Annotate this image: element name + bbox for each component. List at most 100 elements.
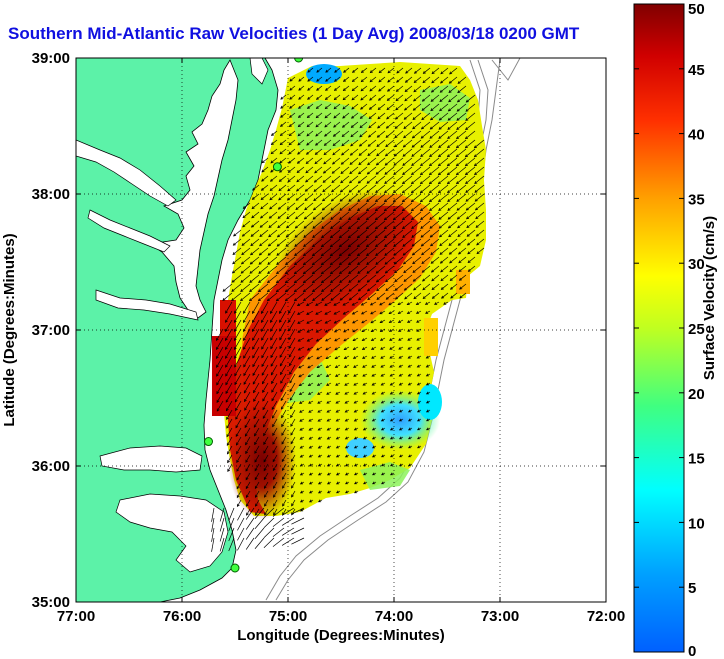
- velocity-arrow: [325, 328, 332, 333]
- velocity-arrow-head: [394, 125, 398, 129]
- velocity-arrow-head: [467, 260, 471, 264]
- velocity-arrow: [366, 229, 377, 239]
- velocity-arrow: [394, 139, 404, 148]
- velocity-arrow: [366, 193, 377, 202]
- velocity-arrow-head: [384, 270, 388, 274]
- velocity-arrow: [270, 337, 278, 349]
- velocity-arrow-head: [369, 88, 373, 92]
- velocity-arrow: [420, 202, 431, 211]
- velocity-arrow-head: [235, 425, 239, 429]
- velocity-arrow-head: [465, 118, 469, 121]
- velocity-arrow-head: [331, 189, 335, 193]
- velocity-arrow: [250, 247, 260, 256]
- velocity-arrow: [253, 400, 260, 411]
- velocity-arrow-head: [324, 115, 328, 119]
- velocity-arrow: [315, 121, 323, 128]
- velocity-arrow: [330, 238, 341, 248]
- velocity-arrow: [384, 166, 395, 175]
- velocity-arrow: [351, 94, 359, 101]
- velocity-arrow-head: [456, 127, 460, 130]
- velocity-arrow: [272, 409, 278, 419]
- velocity-arrow: [440, 265, 449, 273]
- velocity-arrow-head: [456, 117, 460, 121]
- velocity-arrow-head: [335, 436, 339, 440]
- velocity-arrow: [290, 427, 296, 436]
- velocity-arrow-head: [358, 162, 362, 166]
- velocity-arrow-head: [305, 179, 309, 183]
- velocity-arrow: [376, 283, 386, 291]
- velocity-arrow: [280, 139, 287, 145]
- velocity-arrow-head: [416, 400, 421, 404]
- velocity-arrow-head: [352, 338, 356, 342]
- colorbar-tick-label: 45: [688, 62, 705, 79]
- velocity-arrow-head: [315, 133, 319, 137]
- velocity-arrow-head: [225, 319, 228, 323]
- velocity-arrow: [371, 328, 377, 332]
- velocity-arrow: [377, 130, 386, 138]
- velocity-arrow-head: [325, 69, 329, 73]
- velocity-arrow-head: [317, 392, 321, 395]
- velocity-arrow: [317, 373, 323, 377]
- velocity-arrow: [272, 436, 278, 445]
- velocity-arrow-head: [369, 97, 373, 101]
- velocity-arrow: [241, 265, 251, 274]
- velocity-arrow-head: [241, 242, 245, 246]
- velocity-arrow-head: [367, 297, 371, 301]
- velocity-arrow-head: [402, 144, 406, 148]
- velocity-arrow-head: [324, 338, 329, 342]
- velocity-arrow: [330, 274, 341, 283]
- velocity-arrow: [281, 445, 287, 453]
- velocity-arrow: [376, 274, 386, 283]
- velocity-arrow: [357, 211, 368, 220]
- velocity-arrow: [276, 274, 287, 284]
- velocity-arrow: [402, 202, 413, 212]
- colorbar: [633, 3, 685, 653]
- velocity-arrow: [288, 166, 296, 173]
- velocity-arrow: [234, 355, 242, 368]
- velocity-arrow: [322, 184, 332, 192]
- velocity-arrow-head: [306, 124, 310, 128]
- velocity-arrow: [228, 527, 235, 542]
- velocity-arrow-head: [316, 365, 320, 369]
- velocity-arrow-head: [407, 418, 412, 422]
- y-axis-label: Latitude (Degrees:Minutes): [1, 233, 18, 426]
- velocity-arrow-head: [357, 271, 361, 274]
- velocity-arrow-head: [402, 252, 406, 256]
- field-max-core: [273, 189, 417, 311]
- velocity-arrow: [421, 112, 431, 120]
- velocity-arrow-head: [325, 383, 330, 386]
- velocity-arrow: [261, 175, 269, 182]
- velocity-arrow-head: [413, 89, 417, 93]
- velocity-arrow: [281, 409, 287, 418]
- velocity-arrow: [276, 256, 287, 265]
- velocity-arrow: [369, 76, 377, 83]
- velocity-arrow: [258, 265, 269, 274]
- velocity-arrow-head: [334, 347, 338, 351]
- velocity-arrow-head: [410, 199, 414, 203]
- velocity-arrow: [261, 157, 269, 164]
- velocity-arrow-head: [458, 260, 462, 264]
- velocity-arrow-head: [464, 163, 468, 167]
- velocity-arrow: [245, 507, 255, 520]
- velocity-arrow: [402, 166, 413, 175]
- velocity-arrow: [380, 373, 386, 377]
- velocity-arrow-head: [269, 197, 273, 201]
- velocity-arrow: [344, 355, 350, 359]
- velocity-arrow-head: [407, 400, 412, 404]
- velocity-arrow: [353, 355, 359, 359]
- velocity-arrow: [313, 202, 323, 211]
- velocity-arrow-head: [374, 199, 379, 203]
- velocity-arrow-head: [248, 298, 253, 302]
- velocity-arrow-head: [422, 296, 426, 299]
- velocity-arrow: [276, 265, 287, 274]
- velocity-arrow-head: [394, 279, 398, 283]
- velocity-arrow-head: [333, 97, 337, 101]
- velocity-arrow-head: [416, 364, 420, 368]
- velocity-arrow-head: [396, 70, 400, 74]
- velocity-arrow: [271, 373, 278, 384]
- velocity-arrow: [384, 247, 395, 256]
- velocity-arrow: [407, 319, 413, 323]
- velocity-arrow: [416, 310, 422, 314]
- velocity-arrow-head: [273, 485, 276, 489]
- velocity-arrow-head: [361, 320, 365, 324]
